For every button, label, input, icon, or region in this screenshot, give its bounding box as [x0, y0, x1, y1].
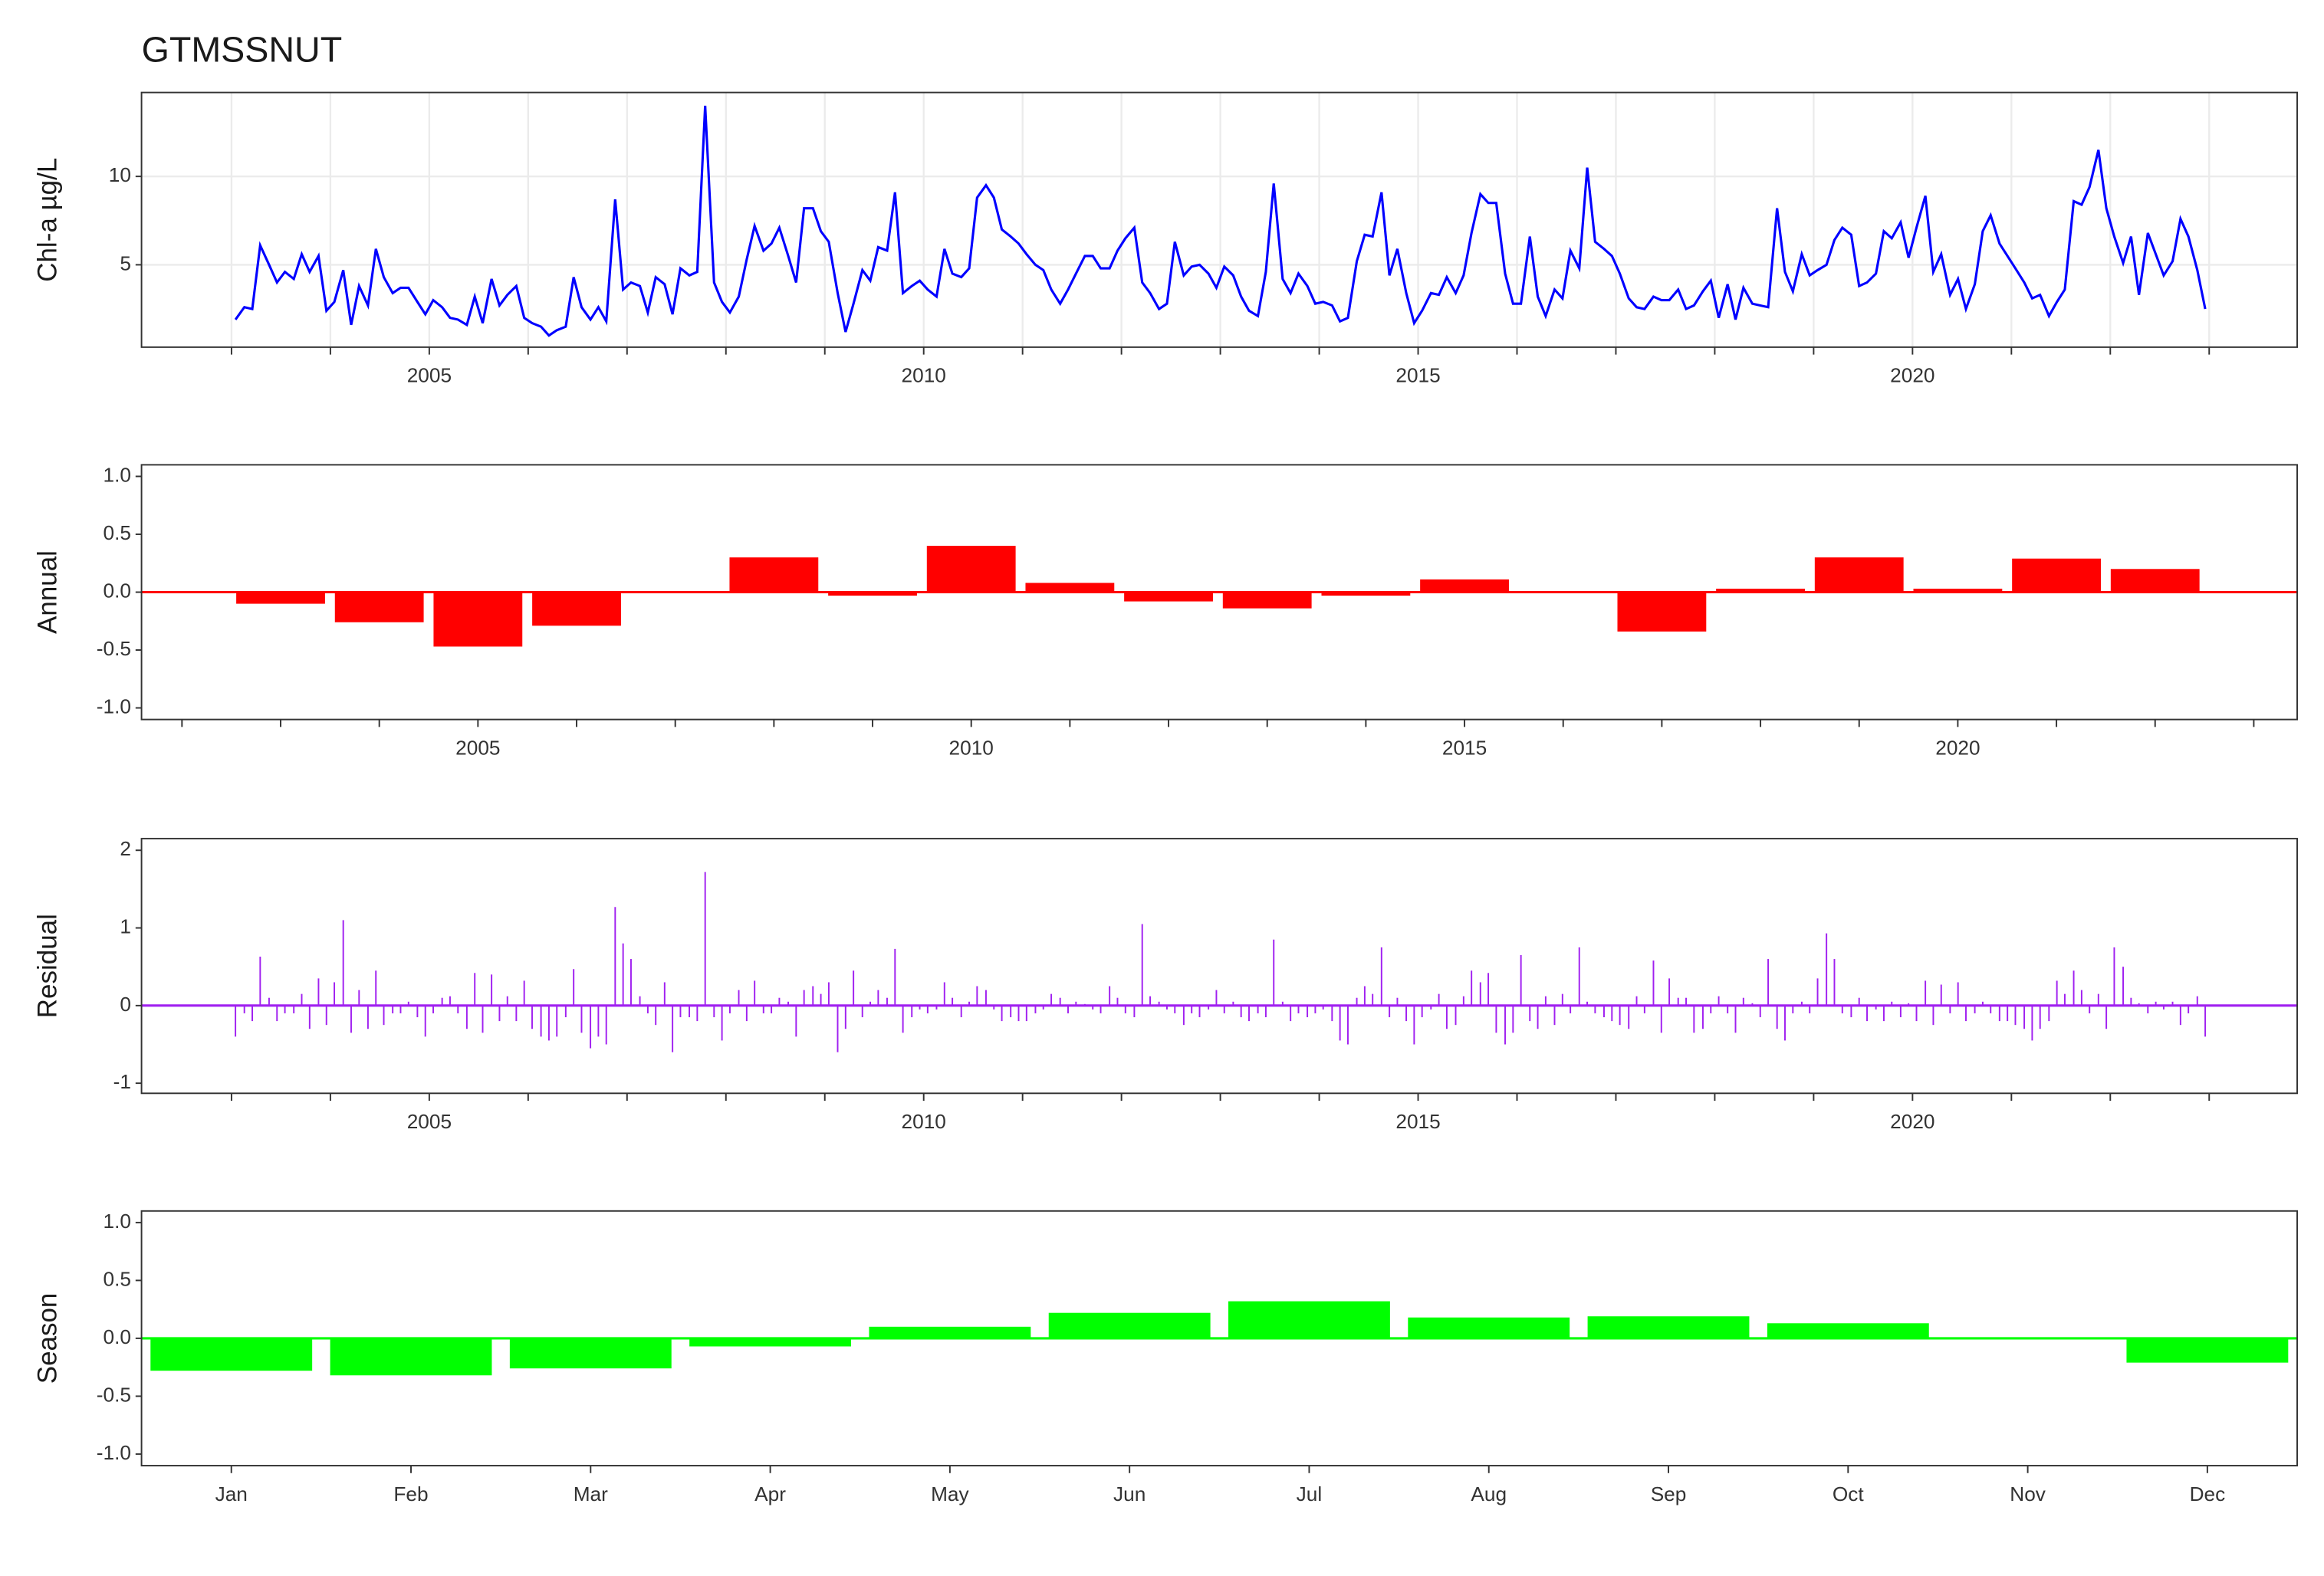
bar: [1617, 592, 1707, 632]
x-tick-label: Dec: [2190, 1482, 2226, 1505]
data-line: [234, 105, 2207, 337]
y-axis-label: Annual: [32, 550, 62, 634]
y-axis-label: Chl-a µg/L: [32, 158, 62, 282]
y-tick-label: 0.0: [104, 579, 131, 602]
y-tick-label: -0.5: [97, 637, 131, 660]
x-tick-label: 2005: [407, 1110, 452, 1133]
bar: [1321, 592, 1411, 596]
y-tick-label: -1: [113, 1070, 131, 1093]
panel-border: [140, 1210, 2298, 1467]
x-tick-label: Jan: [215, 1482, 248, 1505]
x-tick-label: 2005: [455, 736, 500, 759]
y-tick-label: 2: [120, 837, 131, 860]
y-tick-label: -1.0: [97, 694, 131, 717]
x-tick-label: 2010: [949, 736, 994, 759]
x-tick-label: Jun: [1113, 1482, 1146, 1505]
bar: [1814, 557, 1904, 593]
bar: [334, 592, 424, 622]
bar: [330, 1338, 492, 1376]
y-tick-label: 1.0: [104, 463, 131, 486]
y-tick-label: 1: [120, 914, 131, 937]
bar: [1913, 588, 2003, 593]
panel-border: [140, 464, 2298, 721]
bar: [2110, 569, 2200, 593]
y-tick-label: 5: [120, 251, 131, 274]
x-tick-label: May: [931, 1482, 969, 1505]
y-tick-label: 10: [109, 163, 131, 186]
x-tick-label: 2015: [1395, 1110, 1440, 1133]
y-tick-label: 0.0: [104, 1325, 131, 1348]
x-tick-label: 2020: [1935, 736, 1980, 759]
x-tick-label: Oct: [1833, 1482, 1865, 1505]
y-tick-label: -1.0: [97, 1441, 131, 1464]
bar: [926, 546, 1016, 593]
x-tick-label: 2015: [1395, 364, 1440, 387]
x-tick-label: 2010: [902, 1110, 946, 1133]
bar: [1222, 592, 1312, 609]
y-tick-label: 0: [120, 993, 131, 1016]
bar: [869, 1326, 1031, 1338]
panel-border: [140, 838, 2298, 1095]
x-tick-label: 2020: [1890, 1110, 1934, 1133]
x-tick-label: 2020: [1890, 364, 1934, 387]
bar: [532, 592, 621, 626]
x-tick-label: Mar: [574, 1482, 608, 1505]
x-tick-label: 2015: [1442, 736, 1487, 759]
panel-border: [140, 91, 2298, 348]
bar: [1025, 583, 1115, 593]
bar: [1420, 579, 1509, 593]
bar: [433, 592, 523, 647]
y-tick-label: 0.5: [104, 1267, 131, 1290]
bar: [150, 1338, 313, 1371]
x-tick-label: Feb: [393, 1482, 428, 1505]
bar: [236, 592, 325, 604]
x-tick-label: Nov: [2010, 1482, 2046, 1505]
bar: [689, 1338, 852, 1347]
bar: [1716, 588, 1805, 593]
bar: [1587, 1316, 1750, 1338]
x-tick-label: Jul: [1297, 1482, 1323, 1505]
y-tick-label: 0.5: [104, 521, 131, 544]
y-tick-label: 1.0: [104, 1210, 131, 1233]
y-axis-label: Season: [32, 1293, 62, 1384]
x-tick-label: 2010: [902, 364, 946, 387]
y-tick-label: -0.5: [97, 1383, 131, 1406]
bar: [509, 1338, 672, 1369]
bar: [1767, 1323, 1929, 1338]
bar: [1048, 1312, 1211, 1338]
bar: [2012, 558, 2101, 593]
chart-title: GTMSSNUT: [142, 29, 343, 69]
bar: [2126, 1338, 2289, 1363]
bar: [1228, 1301, 1390, 1338]
y-axis-label: Residual: [32, 914, 62, 1018]
x-tick-label: Aug: [1471, 1482, 1507, 1505]
bar: [1124, 592, 1213, 602]
x-tick-label: 2005: [407, 364, 452, 387]
bar: [1408, 1317, 1570, 1338]
bar: [828, 592, 917, 596]
bar: [729, 557, 819, 593]
x-tick-label: Sep: [1651, 1482, 1687, 1505]
x-tick-label: Apr: [754, 1482, 786, 1505]
